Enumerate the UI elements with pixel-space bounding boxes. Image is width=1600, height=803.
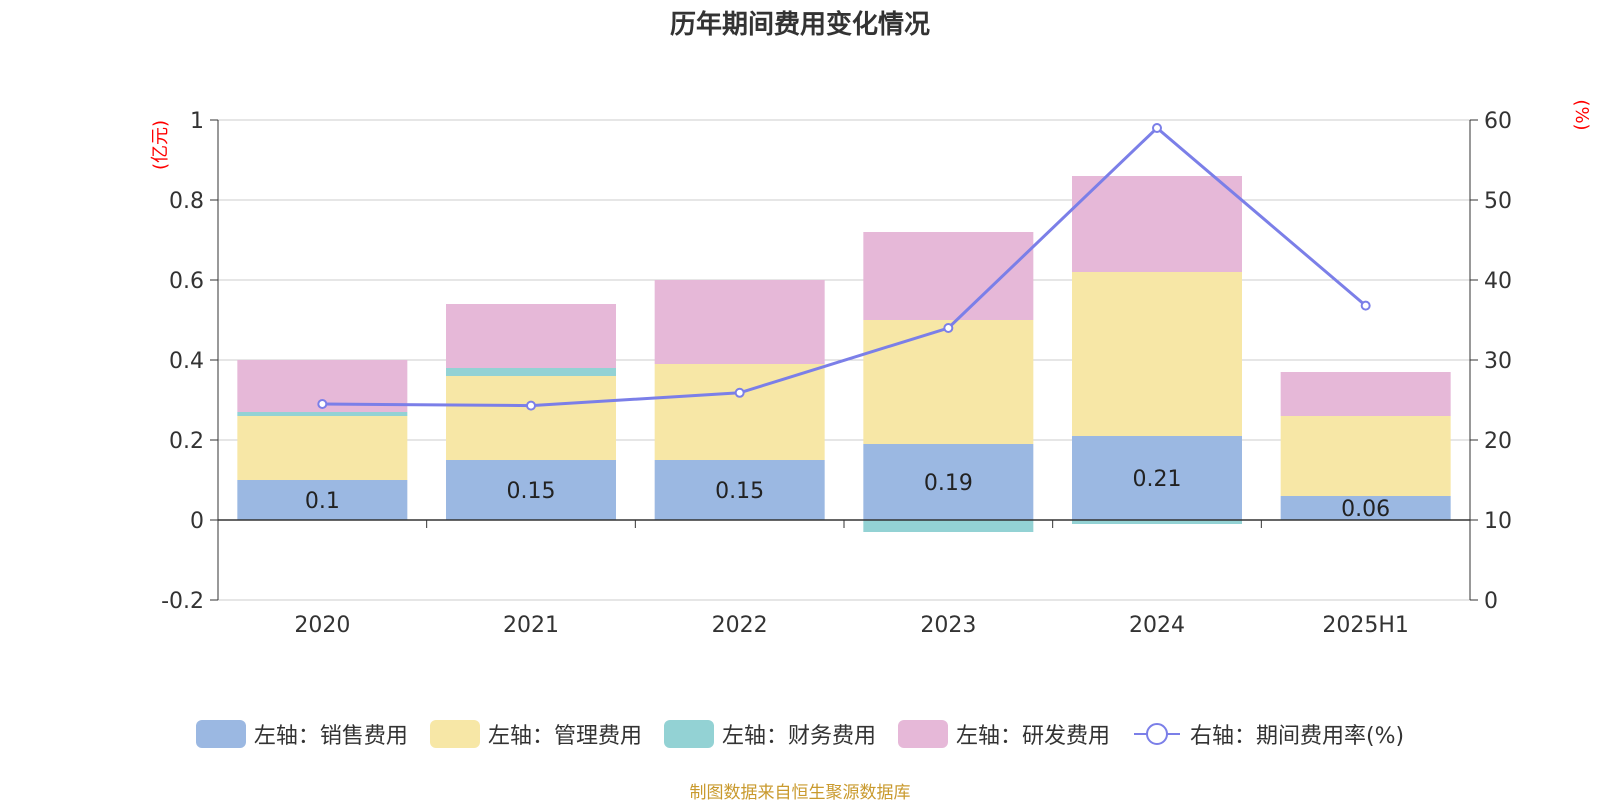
bar-rd (654, 280, 825, 364)
right-axis-tick-label: 50 (1484, 189, 1512, 214)
chart-canvas: -0.200.20.40.60.810102030405060(亿元)(%)0.… (150, 99, 1592, 638)
legend-item-finance[interactable]: 左轴：财务费用 (663, 718, 876, 750)
x-axis-category-label: 2022 (712, 613, 768, 638)
bar-data-label: 0.15 (507, 479, 556, 504)
bar-sales (1280, 496, 1451, 520)
bar-rd (1280, 372, 1451, 416)
bar-finance (446, 368, 616, 376)
bar-finance (863, 520, 1034, 532)
bar-sales (654, 460, 825, 520)
rate-point (526, 400, 536, 411)
bar-data-label: 0.21 (1133, 467, 1182, 492)
rate-point (734, 387, 745, 398)
x-axis-category-label: 2024 (1129, 613, 1185, 638)
left-axis-tick-label: 1 (190, 109, 204, 134)
x-axis-category-label: 2021 (503, 613, 559, 638)
left-axis-tick-label: 0 (190, 509, 204, 534)
legend-swatch-sales (195, 720, 246, 748)
left-axis-unit: (亿元) (150, 120, 171, 170)
right-axis-tick-label: 20 (1484, 429, 1512, 454)
bar-sales (863, 444, 1034, 520)
rate-point (1360, 300, 1371, 311)
rate-point (943, 323, 954, 333)
legend-label-rate: 右轴：期间费用率(%) (1189, 724, 1405, 749)
legend-label-rd: 左轴：研发费用 (955, 724, 1110, 749)
legend-line-icon (1133, 723, 1180, 745)
bar-sales (446, 460, 616, 520)
rate-point (317, 399, 328, 409)
legend-item-sales[interactable]: 左轴：销售费用 (195, 718, 408, 750)
x-axis-category-label: 2020 (294, 613, 350, 638)
legend-label-finance: 左轴：财务费用 (721, 724, 876, 749)
right-axis-tick-label: 0 (1484, 589, 1498, 614)
left-axis-tick-label: 0.8 (169, 189, 204, 214)
bar-rd (446, 304, 616, 368)
right-axis-unit: (%) (1571, 99, 1592, 130)
bar-sales (237, 480, 408, 520)
right-axis-tick-label: 40 (1484, 269, 1512, 294)
left-axis-tick-label: -0.2 (161, 589, 204, 614)
bar-data-label: 0.1 (305, 489, 340, 514)
right-axis-tick-label: 60 (1484, 109, 1512, 134)
bar-admin (446, 376, 616, 460)
bar-admin (237, 416, 408, 480)
legend: 左轴：销售费用 左轴：管理费用 左轴：财务费用 左轴：研发费用 右轴：期间费用率… (0, 718, 1600, 750)
left-axis-tick-label: 0.4 (169, 349, 204, 374)
x-axis-category-label: 2023 (920, 613, 976, 638)
legend-item-admin[interactable]: 左轴：管理费用 (429, 718, 642, 750)
bar-data-label: 0.19 (924, 471, 973, 496)
legend-label-sales: 左轴：销售费用 (253, 724, 408, 749)
bar-rd (1072, 176, 1242, 272)
legend-item-rd[interactable]: 左轴：研发费用 (897, 718, 1110, 750)
bar-data-label: 0.15 (715, 479, 764, 504)
bar-admin (863, 320, 1034, 444)
chart-title: 历年期间费用变化情况 (669, 10, 930, 40)
legend-swatch-rd (897, 720, 948, 748)
legend-item-rate[interactable]: 右轴：期间费用率(%) (1132, 718, 1404, 750)
bar-admin (654, 364, 825, 460)
source-note: 制图数据来自恒生聚源数据库 (689, 783, 911, 803)
bar-rd (863, 232, 1034, 320)
legend-swatch-finance (663, 720, 714, 748)
bar-finance (237, 412, 408, 416)
left-axis-tick-label: 0.6 (169, 269, 204, 294)
legend-label-admin: 左轴：管理费用 (487, 724, 642, 749)
legend-swatch-admin (429, 720, 480, 748)
right-axis-tick-label: 10 (1484, 509, 1512, 534)
rate-point (1152, 123, 1162, 133)
bar-sales (1072, 436, 1242, 520)
bar-finance (1072, 520, 1242, 524)
x-axis-category-label: 2025H1 (1322, 613, 1409, 638)
bar-admin (1280, 416, 1451, 496)
bar-admin (1072, 272, 1242, 436)
rate-line (322, 125, 1367, 408)
right-axis-tick-label: 30 (1484, 349, 1512, 374)
bar-data-label: 0.06 (1341, 497, 1390, 522)
left-axis-tick-label: 0.2 (169, 429, 204, 454)
